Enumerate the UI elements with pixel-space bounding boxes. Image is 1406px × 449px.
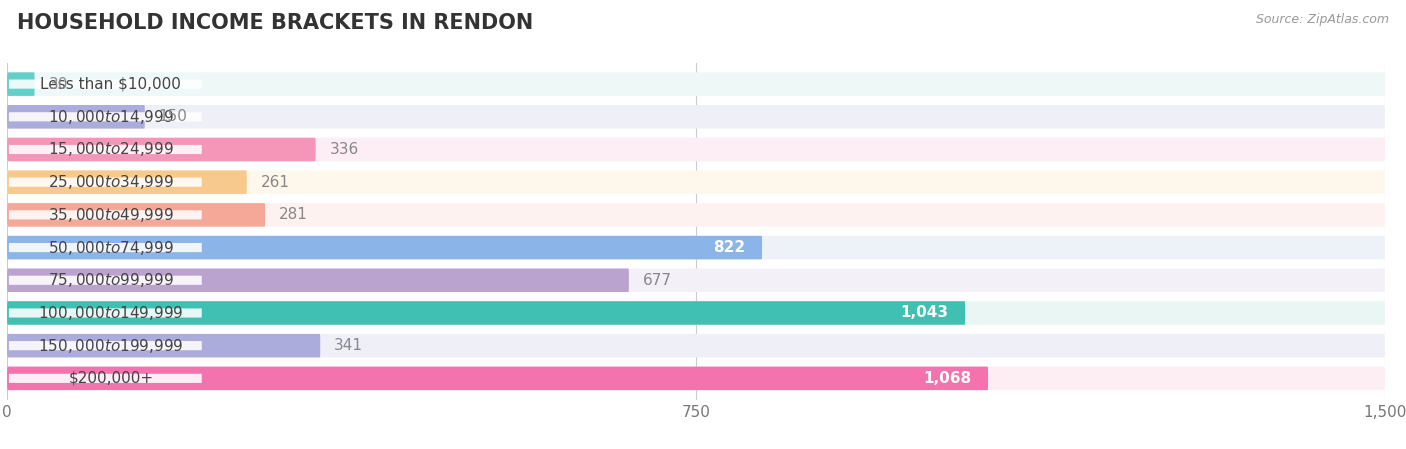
Text: 30: 30	[48, 77, 67, 92]
FancyBboxPatch shape	[8, 374, 202, 383]
Text: $50,000 to $74,999: $50,000 to $74,999	[48, 238, 174, 256]
FancyBboxPatch shape	[7, 334, 321, 357]
FancyBboxPatch shape	[7, 138, 316, 161]
FancyBboxPatch shape	[8, 178, 202, 187]
FancyBboxPatch shape	[7, 269, 628, 292]
Text: 150: 150	[159, 109, 187, 124]
Text: $200,000+: $200,000+	[69, 371, 153, 386]
Text: 336: 336	[329, 142, 359, 157]
FancyBboxPatch shape	[7, 171, 1385, 194]
Text: $150,000 to $199,999: $150,000 to $199,999	[38, 337, 184, 355]
Text: $15,000 to $24,999: $15,000 to $24,999	[48, 141, 174, 158]
Text: 822: 822	[713, 240, 745, 255]
FancyBboxPatch shape	[7, 301, 965, 325]
FancyBboxPatch shape	[7, 366, 988, 390]
Text: $75,000 to $99,999: $75,000 to $99,999	[48, 271, 174, 289]
Text: $10,000 to $14,999: $10,000 to $14,999	[48, 108, 174, 126]
Text: 261: 261	[260, 175, 290, 189]
FancyBboxPatch shape	[8, 341, 202, 350]
FancyBboxPatch shape	[7, 236, 762, 260]
FancyBboxPatch shape	[7, 301, 1385, 325]
FancyBboxPatch shape	[7, 171, 247, 194]
FancyBboxPatch shape	[8, 79, 202, 89]
FancyBboxPatch shape	[7, 72, 35, 96]
FancyBboxPatch shape	[7, 203, 266, 227]
Text: $35,000 to $49,999: $35,000 to $49,999	[48, 206, 174, 224]
FancyBboxPatch shape	[7, 366, 1385, 390]
Text: Source: ZipAtlas.com: Source: ZipAtlas.com	[1256, 13, 1389, 26]
Text: 1,068: 1,068	[924, 371, 972, 386]
FancyBboxPatch shape	[8, 145, 202, 154]
FancyBboxPatch shape	[8, 112, 202, 121]
Text: 677: 677	[643, 273, 672, 288]
FancyBboxPatch shape	[7, 72, 1385, 96]
FancyBboxPatch shape	[8, 276, 202, 285]
FancyBboxPatch shape	[7, 105, 1385, 128]
FancyBboxPatch shape	[7, 269, 1385, 292]
Text: 1,043: 1,043	[901, 305, 949, 321]
FancyBboxPatch shape	[7, 236, 1385, 260]
Text: 281: 281	[278, 207, 308, 222]
FancyBboxPatch shape	[8, 243, 202, 252]
FancyBboxPatch shape	[7, 138, 1385, 161]
Text: HOUSEHOLD INCOME BRACKETS IN RENDON: HOUSEHOLD INCOME BRACKETS IN RENDON	[17, 13, 533, 34]
Text: 341: 341	[335, 338, 363, 353]
FancyBboxPatch shape	[8, 308, 202, 317]
Text: Less than $10,000: Less than $10,000	[41, 77, 181, 92]
Text: $100,000 to $149,999: $100,000 to $149,999	[38, 304, 184, 322]
FancyBboxPatch shape	[7, 105, 145, 128]
FancyBboxPatch shape	[7, 203, 1385, 227]
FancyBboxPatch shape	[8, 210, 202, 220]
FancyBboxPatch shape	[7, 334, 1385, 357]
Text: $25,000 to $34,999: $25,000 to $34,999	[48, 173, 174, 191]
